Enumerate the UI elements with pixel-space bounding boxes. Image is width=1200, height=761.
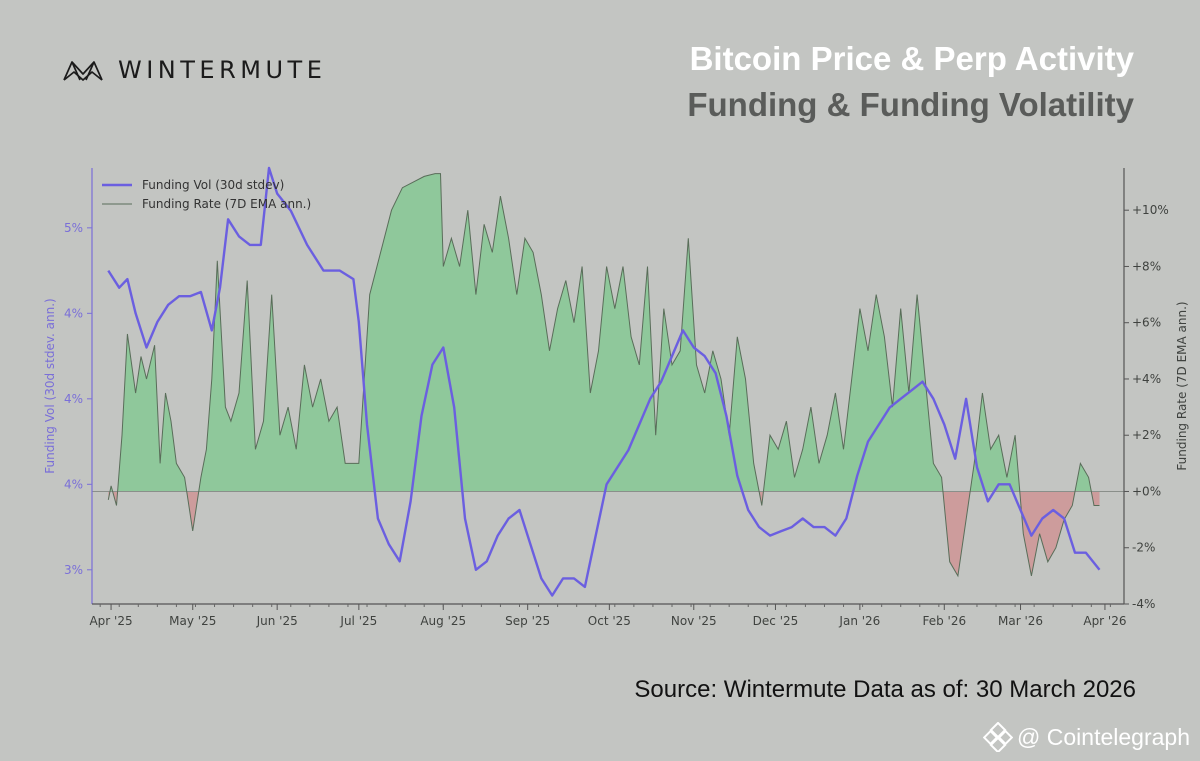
chart-title: Bitcoin Price & Perp Activity [689, 40, 1134, 77]
x-tick-label-11: Mar '26 [998, 614, 1043, 628]
legend-label-funding-rate: Funding Rate (7D EMA ann.) [142, 197, 311, 211]
watermark: @ Cointelegraph [983, 722, 1190, 752]
legend-label-funding-vol: Funding Vol (30d stdev) [142, 178, 284, 192]
positive-funding-area-7 [763, 294, 943, 492]
left-tick-label-1: 4% [64, 477, 83, 491]
left-tick-label-3: 4% [64, 306, 83, 320]
positive-funding-area-3 [117, 334, 187, 492]
left-tick-label-2: 4% [64, 392, 83, 406]
funding-vol-series [107, 166, 1101, 597]
x-tick-label-8: Dec '25 [753, 614, 799, 628]
legend: Funding Vol (30d stdev) Funding Rate (7D … [102, 178, 311, 211]
right-tick-label-3: +2% [1132, 428, 1161, 442]
binance-diamond-icon [983, 722, 1014, 752]
axes: 3% 4% 4% 4% 5% Funding Vol (30d stdev. ann.) -… [43, 168, 1189, 628]
right-tick-label-0: -4% [1132, 597, 1155, 611]
wintermute-logo-icon [63, 61, 103, 81]
right-tick-label-1: -2% [1132, 541, 1155, 555]
brand: WINTERMUTE [62, 56, 326, 84]
right-tick-label-4: +4% [1132, 372, 1161, 386]
left-axis-label: Funding Vol (30d stdev. ann.) [43, 298, 57, 473]
negative-funding-area-10 [1019, 491, 1075, 576]
left-tick-label-4: 5% [64, 221, 83, 235]
x-tick-label-12: Apr '26 [1083, 614, 1126, 628]
x-tick-label-10: Feb '26 [922, 614, 966, 628]
positive-funding-area-5 [198, 173, 760, 492]
right-tick-label-5: +6% [1132, 316, 1161, 330]
x-tick-label-2: Jun '25 [256, 614, 298, 628]
x-tick-label-1: May '25 [169, 614, 216, 628]
brand-name: WINTERMUTE [118, 56, 327, 84]
x-tick-label-0: Apr '25 [89, 614, 132, 628]
right-tick-label-7: +10% [1132, 203, 1169, 217]
right-tick-label-6: +8% [1132, 259, 1161, 273]
x-tick-label-5: Sep '25 [505, 614, 550, 628]
x-tick-label-9: Jan '26 [838, 614, 880, 628]
source-note: Source: Wintermute Data as of: 30 March … [634, 676, 1136, 703]
x-tick-label-7: Nov '25 [671, 614, 717, 628]
left-tick-label-0: 3% [64, 563, 83, 577]
funding-rate-series [107, 173, 1100, 578]
x-tick-label-3: Jul '25 [339, 614, 377, 628]
funding-rate-line [107, 173, 1100, 578]
funding-rate-area [108, 173, 1100, 576]
funding-vol-line [107, 166, 1101, 597]
watermark-text: @ Cointelegraph [1017, 723, 1190, 750]
negative-funding-area-8 [942, 491, 971, 576]
x-tick-label-4: Aug '25 [420, 614, 466, 628]
right-axis-label: Funding Rate (7D EMA ann.) [1175, 301, 1189, 470]
x-tick-label-6: Oct '25 [588, 614, 631, 628]
negative-funding-area-4 [186, 491, 199, 531]
chart-subtitle: Funding & Funding Volatility [687, 86, 1134, 123]
right-tick-label-2: +0% [1132, 484, 1161, 498]
